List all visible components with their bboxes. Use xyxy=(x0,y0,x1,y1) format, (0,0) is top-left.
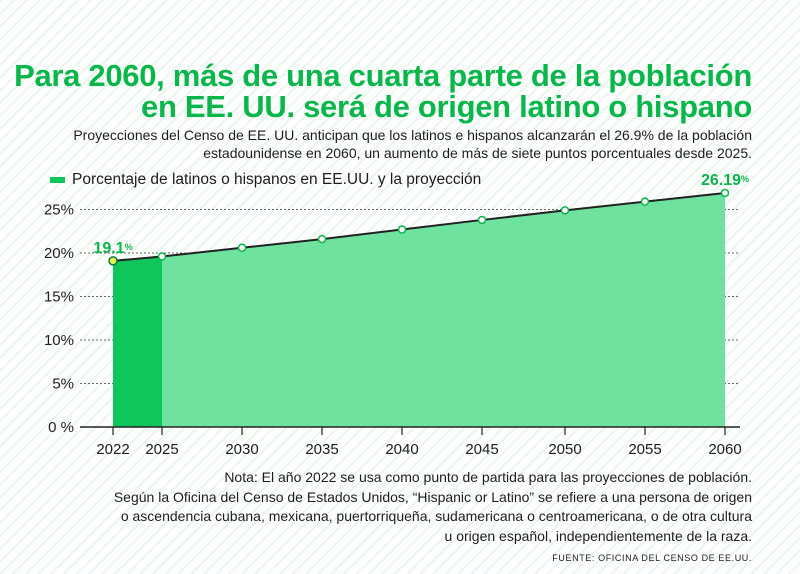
data-point xyxy=(237,243,247,253)
data-point xyxy=(720,188,730,198)
y-tick-label: 10% xyxy=(44,332,74,349)
y-tick-label: 20% xyxy=(44,245,74,262)
title-line-2: en EE. UU. será de origen latino o hispa… xyxy=(141,89,752,124)
data-area xyxy=(112,191,726,427)
data-label: 26.19% xyxy=(701,172,749,189)
y-tick-label: 0 % xyxy=(48,419,74,436)
data-point xyxy=(640,197,650,206)
subtitle-line-2: estadounidense en 2060, un aumento de má… xyxy=(203,145,752,161)
subtitle-line-1: Proyecciones del Censo de EE. UU. antici… xyxy=(73,127,752,143)
x-tick-label: 2025 xyxy=(145,441,178,458)
note-line-4: u origen español, independientemente de … xyxy=(444,527,752,544)
data-point xyxy=(317,234,327,244)
x-tick-label: 2022 xyxy=(96,441,129,458)
title-line-1: Para 2060, más de una cuarta parte de la… xyxy=(14,58,752,93)
note-line-1: Nota: El año 2022 se usa como punto de p… xyxy=(224,469,752,485)
axes: 0 % 5% 10% 15% 20% 25% 2022 2025 2030 2035 2040 204… xyxy=(44,202,742,459)
source-credit: FUENTE: OFICINA DEL CENSO DE EE.UU. xyxy=(552,553,752,563)
data-point xyxy=(157,252,167,261)
legend: Porcentaje de latinos o hispanos en EE.U… xyxy=(50,171,481,189)
chart-title: Para 2060, más de una cuarta parte de la… xyxy=(12,60,752,122)
chart-note: Nota: El año 2022 se usa como punto de p… xyxy=(32,468,752,546)
x-tick-label: 2060 xyxy=(708,441,741,458)
legend-swatch xyxy=(50,177,65,183)
y-tick-label: 5% xyxy=(52,376,74,393)
legend-label: Porcentaje de latinos o hispanos en EE.U… xyxy=(72,171,482,188)
data-point xyxy=(108,256,118,266)
data-label: 19.1% xyxy=(93,240,132,257)
x-tick-label: 2040 xyxy=(385,441,418,458)
data-labels: 19.1% 26.19% xyxy=(93,172,749,257)
x-tick-label: 2030 xyxy=(225,441,258,458)
chart-subtitle: Proyecciones del Censo de EE. UU. antici… xyxy=(52,126,752,162)
x-tick-label: 2055 xyxy=(628,441,661,458)
data-point xyxy=(560,206,570,215)
data-point xyxy=(397,225,407,234)
data-points xyxy=(108,188,730,266)
x-tick-label: 2045 xyxy=(465,441,498,458)
data-point xyxy=(477,215,487,225)
y-tick-label: 15% xyxy=(44,289,74,306)
x-tick-label: 2050 xyxy=(548,441,581,458)
projection-area xyxy=(162,192,725,427)
note-line-2: Según la Oficina del Censo de Estados Un… xyxy=(113,488,752,505)
note-line-3: o ascendencia cubana, mexicana, puertorr… xyxy=(120,508,752,524)
actual-bar xyxy=(113,256,162,427)
x-tick-label: 2035 xyxy=(305,441,338,458)
y-tick-label: 25% xyxy=(44,202,74,219)
